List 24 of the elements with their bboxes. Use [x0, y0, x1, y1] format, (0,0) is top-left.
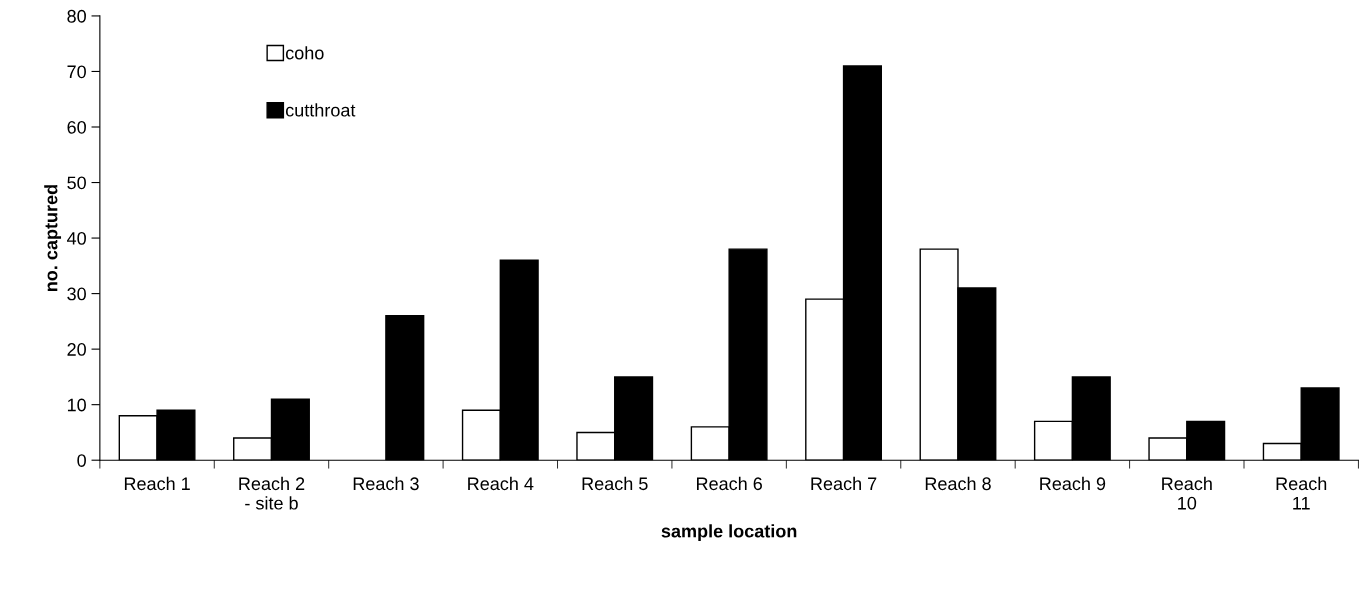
x-tick-label: Reach 7 — [811, 476, 877, 491]
legend-label: cutthroat — [285, 103, 356, 117]
y-axis-title: no. captured — [44, 185, 62, 292]
y-tick-label: 70 — [67, 65, 86, 79]
x-axis-title: sample location — [661, 524, 797, 542]
x-tick-label: Reach 5 — [582, 476, 648, 491]
x-tick-label: Reach 11 — [1276, 476, 1327, 510]
y-tick-label: 40 — [67, 232, 86, 245]
x-tick-label: Reach 6 — [697, 476, 762, 491]
y-tick-label: 0 — [77, 454, 86, 467]
y-tick-label: 10 — [67, 398, 86, 412]
y-tick-label: 80 — [67, 9, 86, 23]
x-tick-label: Reach 10 — [1162, 476, 1212, 510]
x-tick-label: Reach 2 - site b — [239, 476, 305, 510]
y-tick-label: 50 — [67, 176, 86, 190]
legend-label: coho — [285, 46, 324, 60]
x-tick-label: Reach 4 — [468, 476, 534, 491]
x-tick-label: Reach 8 — [925, 476, 991, 491]
x-tick-label: Reach 9 — [1040, 476, 1106, 491]
x-tick-label: Reach 3 — [353, 476, 419, 491]
y-tick-label: 20 — [67, 343, 86, 356]
y-tick-label: 30 — [67, 287, 86, 301]
x-tick-label: Reach 1 — [124, 476, 190, 491]
y-tick-label: 60 — [67, 120, 86, 134]
